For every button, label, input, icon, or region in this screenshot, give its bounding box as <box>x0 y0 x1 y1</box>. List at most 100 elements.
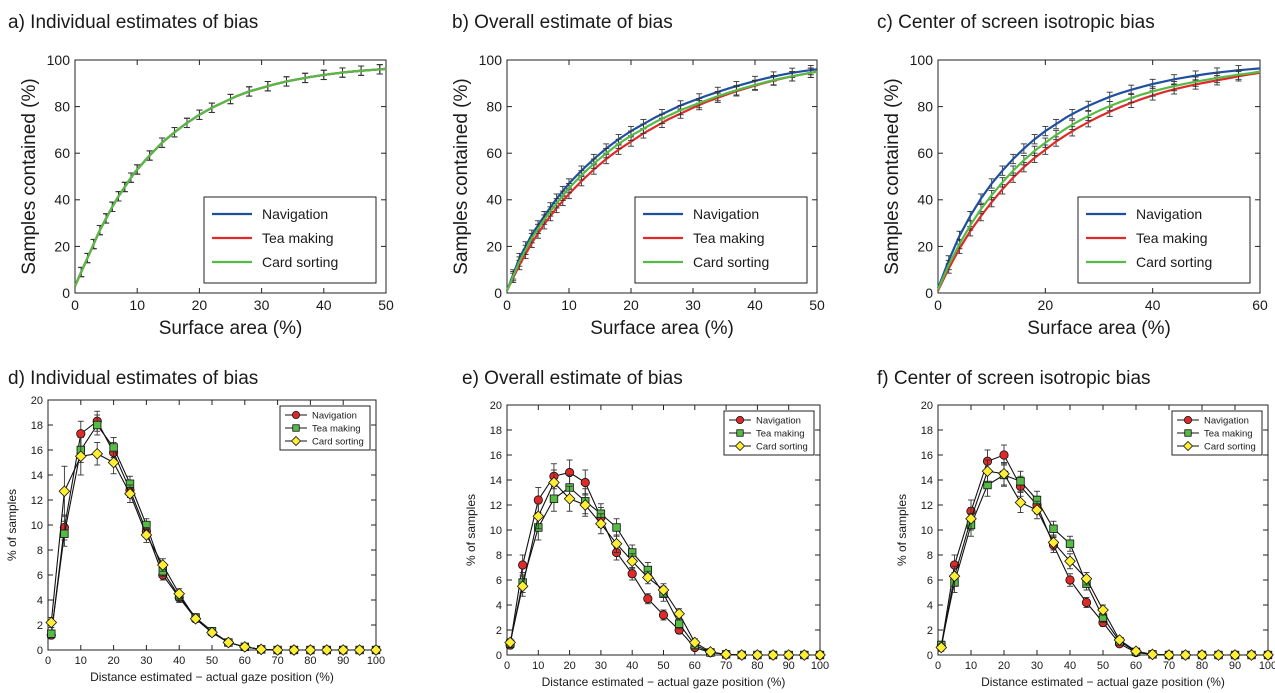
y-tick-label: 8 <box>37 545 43 557</box>
x-tick-label: 60 <box>689 660 701 672</box>
x-tick-label: 90 <box>1229 660 1241 672</box>
x-tick-label: 0 <box>71 297 79 313</box>
data-point-diamond <box>1130 645 1142 658</box>
data-point-diamond <box>189 612 202 625</box>
x-tick-label: 100 <box>1259 660 1275 672</box>
data-point-diamond <box>814 649 826 661</box>
data-point-circle <box>518 560 528 570</box>
y-axis-label: Samples contained (%) <box>882 78 903 274</box>
x-tick-label: 40 <box>626 660 638 672</box>
legend-box <box>203 196 377 284</box>
data-point-diamond <box>626 555 639 568</box>
x-tick-label: 0 <box>935 660 941 672</box>
data-point-diamond <box>238 641 251 653</box>
y-tick-label: 18 <box>31 420 43 432</box>
data-point-diamond <box>337 644 350 656</box>
data-point-square <box>60 529 69 538</box>
x-tick-label: 60 <box>1130 660 1142 672</box>
x-axis-label: Surface area (%) <box>159 318 303 339</box>
y-tick-label: 80 <box>54 99 70 115</box>
x-tick-label: 0 <box>503 297 511 313</box>
data-point-diamond <box>124 487 136 500</box>
x-axis-label: Distance estimated − actual gaze positio… <box>981 675 1225 689</box>
data-point-diamond <box>735 649 748 661</box>
y-tick-label: 6 <box>927 575 933 587</box>
data-point-circle <box>643 594 653 604</box>
data-point-diamond <box>304 644 317 656</box>
data-point-diamond <box>563 492 576 505</box>
data-point-diamond <box>1064 555 1076 568</box>
y-tick-label: 2 <box>496 625 502 637</box>
y-tick-label: 4 <box>927 600 933 612</box>
data-point-diamond <box>642 571 654 584</box>
data-point-circle <box>291 410 300 419</box>
data-point-square <box>612 523 621 532</box>
legend-label: Navigation <box>693 206 759 222</box>
x-tick-label: 100 <box>811 660 829 672</box>
data-point-square <box>1016 477 1025 486</box>
data-point-diamond <box>1196 649 1208 661</box>
legend-label: Tea making <box>1204 429 1253 440</box>
data-point-square <box>736 429 744 437</box>
data-point-diamond <box>45 616 58 629</box>
chart-panel-2: c) Center of screen isotropic bias 0 20 40 6… <box>877 12 1268 339</box>
y-tick-label: 20 <box>486 238 502 254</box>
y-tick-label: 0 <box>925 285 933 301</box>
data-point-diamond <box>798 649 811 661</box>
y-axis-label: % of samples <box>895 494 909 566</box>
legend: Navigation Tea making Card sorting <box>203 196 377 284</box>
x-tick-label: 70 <box>271 655 283 667</box>
data-point-square <box>93 420 102 430</box>
legend: Navigation Tea making Card sorting <box>634 196 808 284</box>
data-point-diamond <box>140 529 153 541</box>
y-tick-label: 40 <box>54 192 70 208</box>
y-tick-label: 20 <box>54 238 70 254</box>
data-point-diamond <box>353 644 366 656</box>
x-tick-label: 40 <box>316 297 332 313</box>
y-tick-label: 60 <box>917 145 933 161</box>
y-tick-label: 60 <box>54 145 70 161</box>
y-tick-label: 80 <box>486 99 502 115</box>
legend-label: Navigation <box>1136 206 1202 222</box>
data-point-circle <box>533 495 543 505</box>
data-point-diamond <box>320 644 333 656</box>
data-point-diamond <box>206 626 218 639</box>
series-card-sorting <box>505 67 818 292</box>
legend: Navigation Tea making Card sorting <box>1171 410 1263 456</box>
data-point-diamond <box>610 537 623 550</box>
x-tick-label: 90 <box>337 655 349 667</box>
data-point-diamond <box>1212 649 1225 661</box>
y-tick-label: 2 <box>37 620 43 632</box>
y-tick-label: 12 <box>31 495 43 507</box>
x-tick-label: 40 <box>1145 297 1161 313</box>
data-point-diamond <box>673 607 685 620</box>
y-tick-label: 0 <box>62 285 70 301</box>
data-point-diamond <box>156 559 169 571</box>
x-tick-label: 40 <box>173 655 185 667</box>
data-point-circle <box>736 415 745 424</box>
y-tick-label: 100 <box>910 52 934 68</box>
data-point-circle <box>76 429 86 439</box>
legend-label: Navigation <box>262 206 328 222</box>
y-tick-label: 0 <box>37 645 43 657</box>
series-line <box>73 67 387 287</box>
y-tick-label: 16 <box>31 445 43 457</box>
x-tick-label: 30 <box>140 655 152 667</box>
series-card-sorting <box>936 69 1261 290</box>
x-axis-label: Surface area (%) <box>590 318 734 339</box>
data-point-circle <box>658 610 669 620</box>
legend-label: Navigation <box>1204 416 1249 427</box>
data-point-square <box>1049 524 1058 533</box>
data-point-diamond <box>981 465 994 478</box>
x-tick-label: 20 <box>107 655 119 667</box>
x-tick-label: 30 <box>595 660 607 672</box>
data-point-diamond <box>1163 649 1175 661</box>
legend-label: Card sorting <box>1204 442 1256 453</box>
x-tick-label: 70 <box>1163 660 1175 672</box>
data-point-diamond <box>548 476 560 489</box>
data-point-diamond <box>288 644 300 656</box>
data-point-diamond <box>688 636 701 649</box>
data-point-diamond <box>222 636 235 649</box>
